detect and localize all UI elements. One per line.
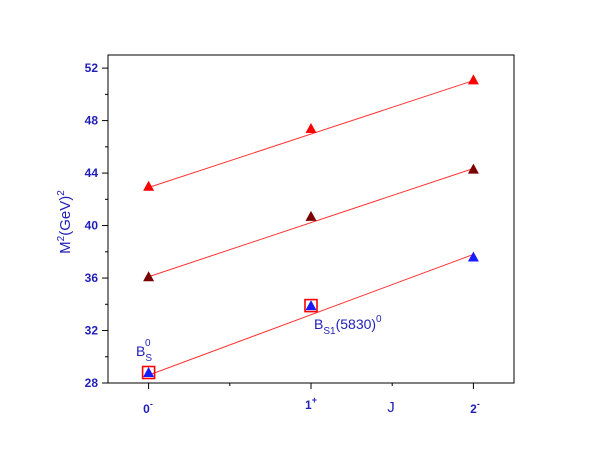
y-tick-label: 44 bbox=[85, 166, 99, 180]
y-tick-label: 36 bbox=[85, 271, 99, 285]
fit-line-1 bbox=[148, 168, 474, 278]
fit-line-2 bbox=[148, 253, 474, 376]
y-axis-ticks: 28 32 36 40 44 48 52 bbox=[85, 61, 108, 390]
marker-s0-p0 bbox=[143, 180, 155, 191]
fit-lines bbox=[148, 80, 474, 376]
x-axis-ticks bbox=[148, 383, 474, 389]
annotation-bs1: BS1(5830)0 bbox=[314, 314, 382, 337]
y-tick-label: 32 bbox=[85, 324, 99, 338]
annotation-bs0: BS0 bbox=[136, 338, 152, 364]
experimental-points bbox=[141, 298, 318, 380]
y-tick-label: 48 bbox=[85, 114, 99, 128]
marker-s1-p2 bbox=[467, 163, 479, 174]
x-tick-label-1: 1+ bbox=[305, 395, 317, 412]
marker-s2-p0 bbox=[143, 367, 155, 378]
x-axis-title: J bbox=[387, 399, 395, 416]
marker-s0-p1 bbox=[305, 122, 317, 133]
marker-s2-p1 bbox=[305, 300, 317, 311]
marker-s2-p2 bbox=[467, 251, 479, 262]
y-tick-label: 40 bbox=[85, 219, 99, 233]
marker-s0-p2 bbox=[467, 74, 479, 85]
x-tick-label-2: 2- bbox=[470, 399, 480, 416]
x-tick-label-0: 0- bbox=[143, 399, 153, 416]
y-axis-title: M2(GeV)2 bbox=[56, 190, 74, 254]
marker-s1-p0 bbox=[143, 271, 155, 282]
fit-line-0 bbox=[148, 80, 474, 188]
y-tick-label: 28 bbox=[85, 376, 99, 390]
y-tick-label: 52 bbox=[85, 61, 99, 75]
experimental-point-0 bbox=[141, 365, 156, 380]
data-markers bbox=[143, 74, 479, 378]
marker-s1-p1 bbox=[305, 210, 317, 221]
experimental-point-1 bbox=[304, 298, 318, 313]
